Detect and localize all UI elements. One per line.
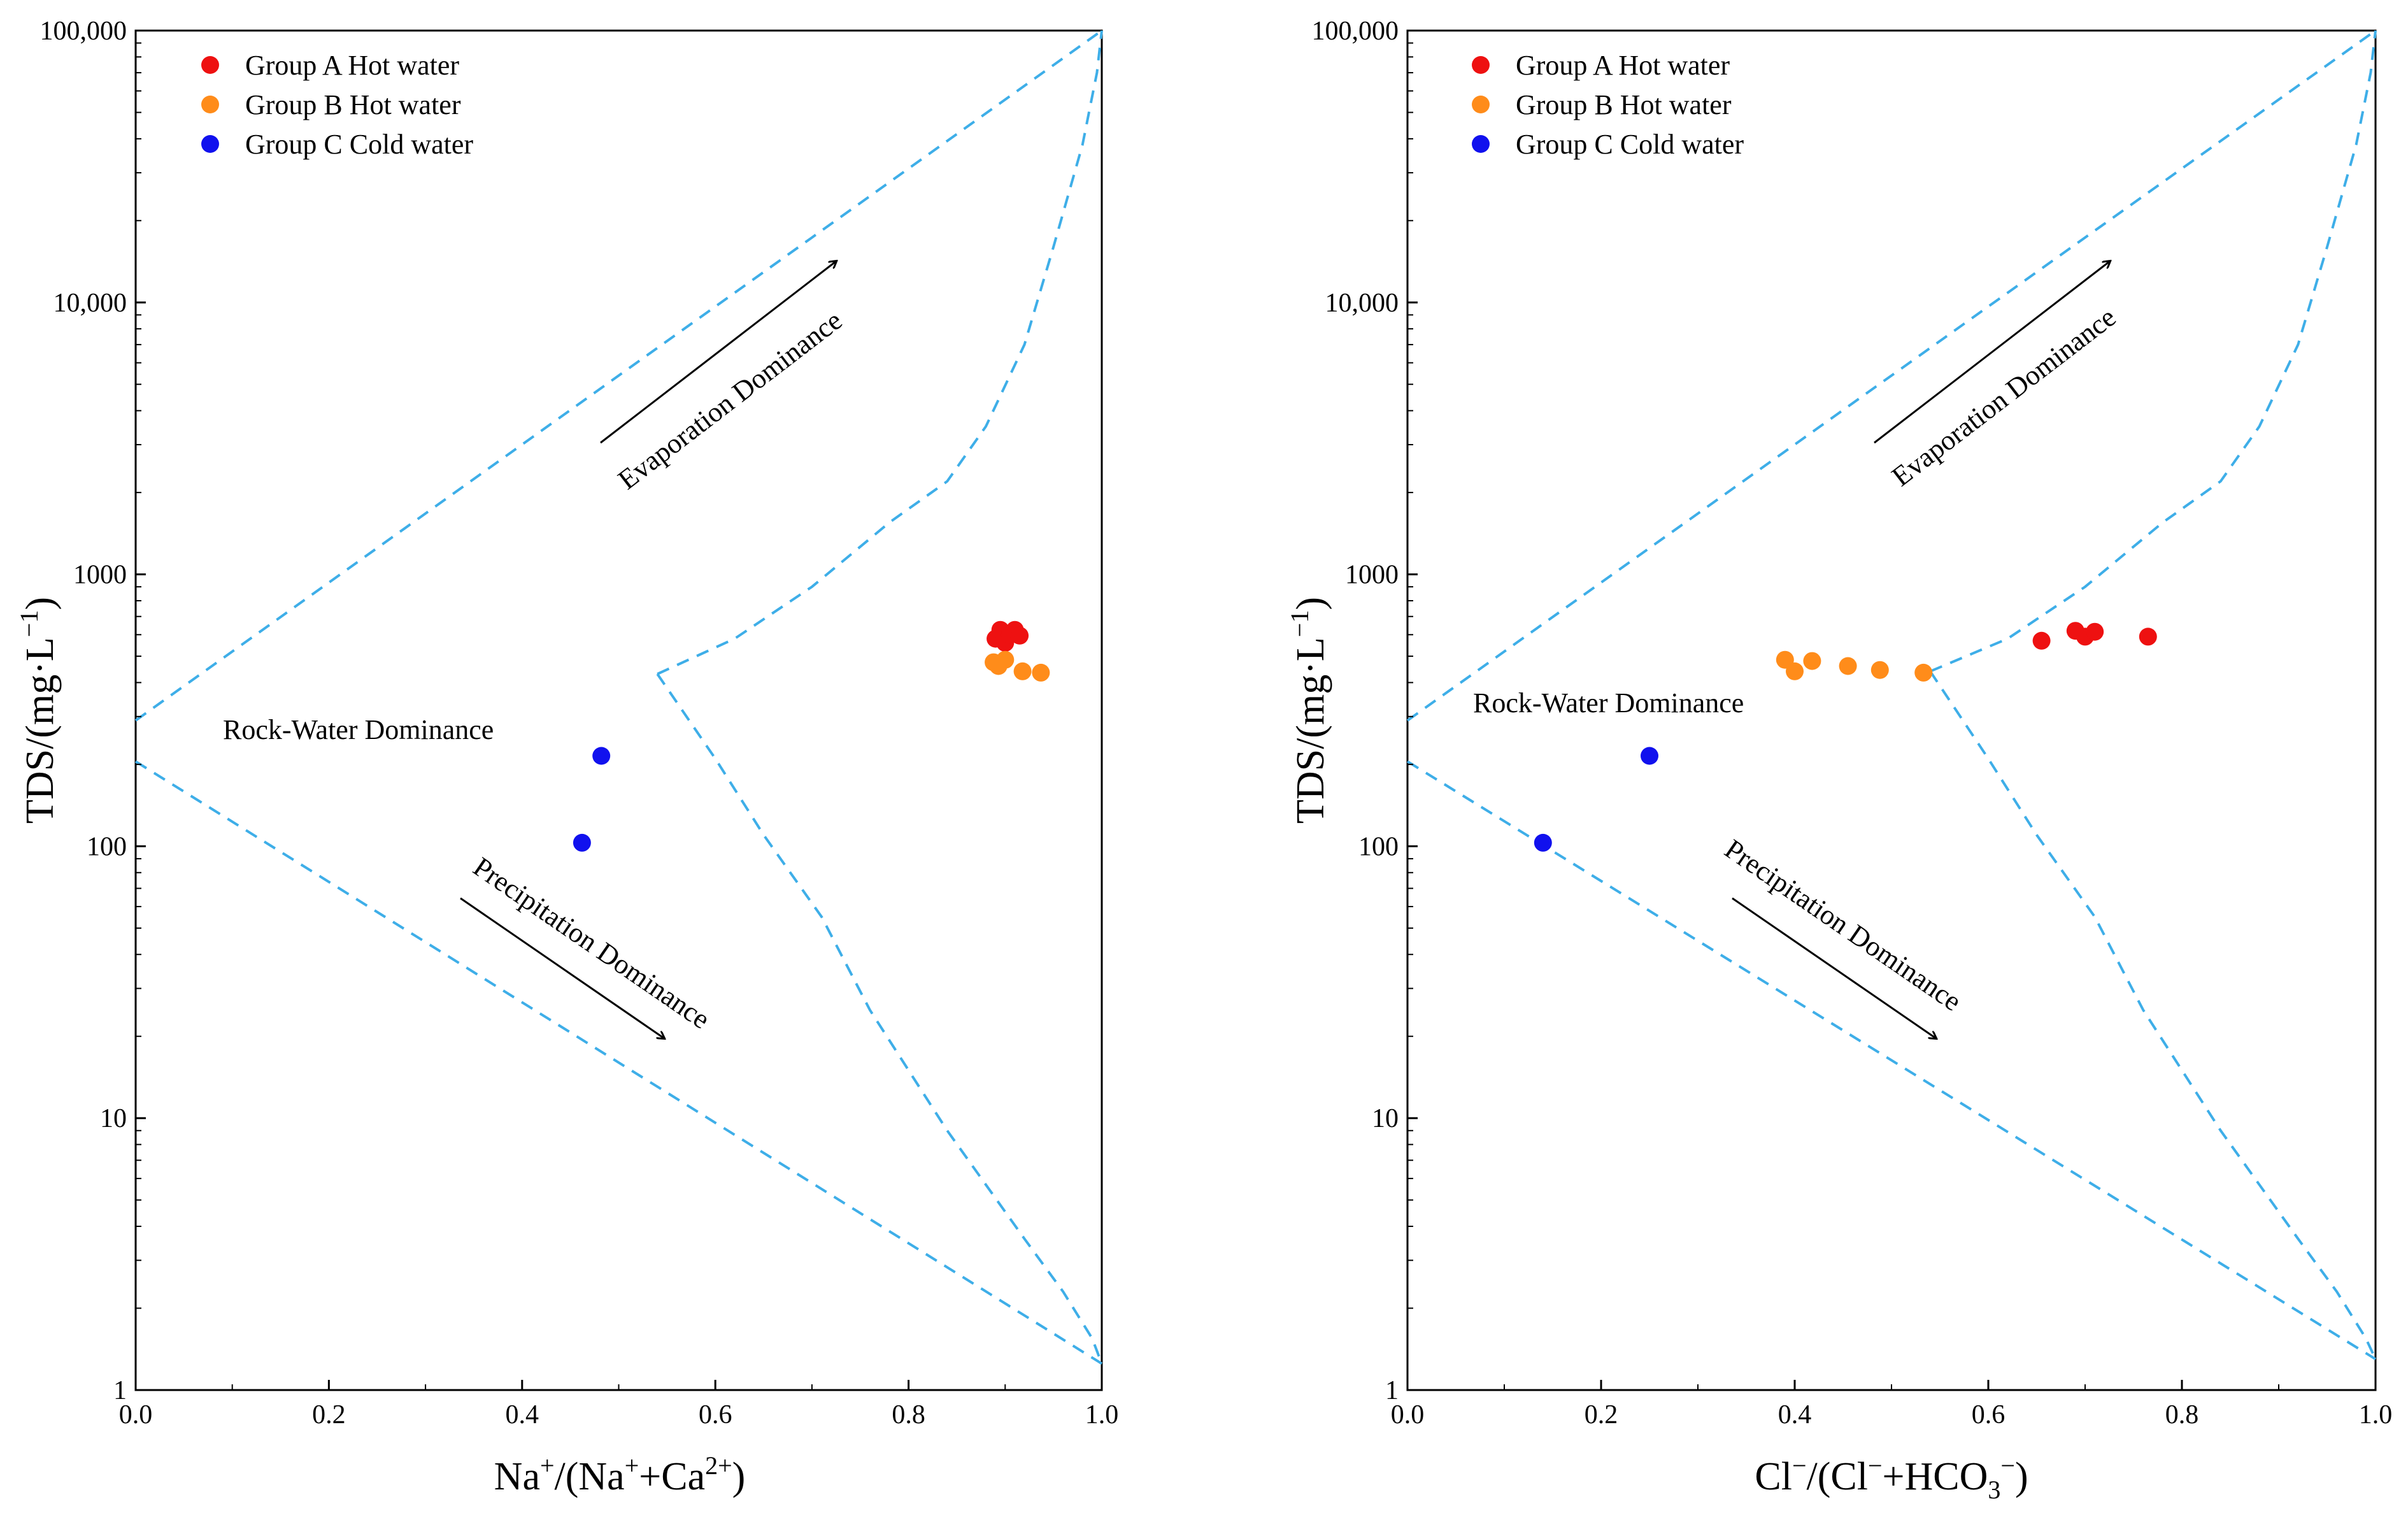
legend-label: Group C Cold water — [1516, 129, 1744, 160]
evaporation-label: Evaporation Dominance — [612, 305, 848, 496]
y-tick-layer: 1 10 100 1000 10,000 100,000 — [40, 17, 127, 1405]
x-tick-layer: 0.0 0.2 0.4 0.6 0.8 1.0 — [1391, 1400, 2393, 1430]
boundary-lower-line — [1406, 760, 2377, 1361]
legend-marker — [1472, 96, 1490, 113]
precipitation-label: Precipitation Dominance — [467, 851, 715, 1035]
precipitation-label: Precipitation Dominance — [1719, 833, 1967, 1017]
x-tick-label: 0.0 — [1391, 1400, 1425, 1430]
legend-marker — [201, 96, 219, 113]
point-layer — [1534, 622, 2157, 852]
legend-marker — [201, 56, 219, 74]
boundary-layer — [134, 29, 1103, 1365]
data-point-series-2 — [1641, 747, 1658, 765]
tick-mark-layer — [1406, 29, 2377, 1391]
y-tick-label: 1 — [113, 1376, 127, 1405]
evaporation-arrow — [600, 261, 836, 444]
y-tick-layer: 1 10 100 1000 10,000 100,000 — [1312, 17, 1399, 1405]
boundary-right-lower-curve — [656, 673, 1103, 1365]
x-tick-label: 0.0 — [119, 1400, 153, 1430]
data-point-series-0 — [2032, 631, 2051, 650]
boundary-layer — [1406, 29, 2377, 1361]
x-axis-title: Cl−/(Cl−+HCO3−) — [1755, 1451, 2028, 1504]
data-point-series-0 — [1011, 626, 1029, 645]
rock-water-label: Rock-Water Dominance — [1473, 687, 1744, 719]
boundary-right-lower-curve — [1929, 670, 2377, 1360]
x-tick-label: 0.6 — [699, 1400, 732, 1430]
boundary-lower-line — [134, 760, 1103, 1365]
data-point-series-1 — [996, 650, 1015, 669]
x-tick-label: 0.8 — [2165, 1400, 2199, 1430]
legend-label: Group C Cold water — [245, 129, 473, 160]
legend-marker — [1472, 135, 1490, 153]
legend-marker — [1472, 56, 1490, 74]
y-tick-label: 10 — [100, 1104, 127, 1133]
rock-water-label: Rock-Water Dominance — [223, 714, 494, 745]
evaporation-arrow — [1874, 261, 2110, 444]
data-point-series-2 — [573, 833, 591, 852]
data-point-series-0 — [2086, 622, 2104, 641]
data-point-series-1 — [1839, 657, 1857, 675]
x-axis-title: Na+/(Na++Ca2+) — [494, 1451, 746, 1498]
point-layer — [573, 620, 1050, 852]
y-tick-label: 100,000 — [40, 17, 127, 46]
y-tick-label: 100 — [1358, 832, 1399, 861]
legend-label: Group A Hot water — [245, 50, 459, 81]
evaporation-label: Evaporation Dominance — [1886, 301, 2121, 492]
y-tick-label: 10,000 — [1325, 289, 1399, 318]
data-point-series-1 — [1870, 661, 1889, 679]
y-tick-label: 10 — [1372, 1104, 1399, 1133]
y-tick-label: 10,000 — [53, 289, 127, 318]
boundary-upper-line — [134, 29, 1103, 722]
precipitation-arrow — [1732, 897, 1936, 1038]
data-point-series-0 — [2139, 627, 2157, 646]
y-tick-label: 1000 — [73, 561, 127, 590]
x-tick-label: 0.4 — [1778, 1400, 1812, 1430]
y-axis-title: TDS/(mg·L−1) — [15, 597, 62, 824]
boundary-right-upper-curve — [1930, 30, 2377, 673]
x-tick-label: 0.2 — [312, 1400, 346, 1430]
x-tick-label: 1.0 — [2359, 1400, 2393, 1430]
legend: Group A Hot water Group B Hot water Grou… — [1472, 50, 1744, 160]
precipitation-arrow — [460, 897, 664, 1038]
data-point-series-1 — [1786, 662, 1804, 680]
x-tick-label: 0.6 — [1972, 1400, 2005, 1430]
legend-label: Group B Hot water — [1516, 89, 1732, 120]
x-tick-label: 0.4 — [506, 1400, 539, 1430]
data-point-series-1 — [1914, 663, 1933, 682]
left-chart-panel: 1 10 100 1000 10,000 100,000 0.0 0.2 0.4… — [15, 17, 1118, 1498]
x-tick-label: 0.8 — [892, 1400, 925, 1430]
legend-label: Group B Hot water — [245, 89, 461, 120]
plot-frame — [134, 29, 1103, 1391]
data-point-series-2 — [1534, 833, 1552, 852]
right-chart-panel: 1 10 100 1000 10,000 100,000 0.0 0.2 0.4… — [1285, 17, 2392, 1504]
legend-marker — [201, 135, 219, 153]
data-point-series-2 — [592, 747, 611, 765]
legend: Group A Hot water Group B Hot water Grou… — [201, 50, 473, 160]
x-tick-label: 0.2 — [1585, 1400, 1618, 1430]
y-tick-label: 100 — [87, 832, 127, 861]
x-tick-label: 1.0 — [1085, 1400, 1119, 1430]
boundary-right-upper-curve — [657, 30, 1103, 675]
data-point-series-1 — [1803, 652, 1821, 670]
tick-mark-layer — [134, 29, 1103, 1391]
data-point-series-1 — [1032, 663, 1050, 682]
data-point-series-1 — [1013, 662, 1032, 680]
legend-label: Group A Hot water — [1516, 50, 1730, 81]
y-tick-label: 100,000 — [1312, 17, 1399, 46]
boundary-upper-line — [1406, 29, 2377, 722]
y-tick-label: 1000 — [1345, 561, 1399, 590]
x-tick-layer: 0.0 0.2 0.4 0.6 0.8 1.0 — [119, 1400, 1119, 1430]
y-tick-label: 1 — [1385, 1376, 1399, 1405]
y-axis-title: TDS/(mg·L−1) — [1285, 597, 1332, 824]
